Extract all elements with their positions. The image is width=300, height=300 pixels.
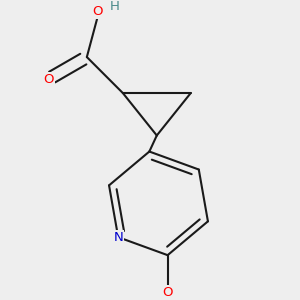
Text: O: O — [44, 73, 54, 85]
Text: H: H — [110, 0, 119, 13]
Text: O: O — [92, 4, 103, 18]
Text: O: O — [162, 286, 173, 299]
Text: N: N — [113, 231, 123, 244]
